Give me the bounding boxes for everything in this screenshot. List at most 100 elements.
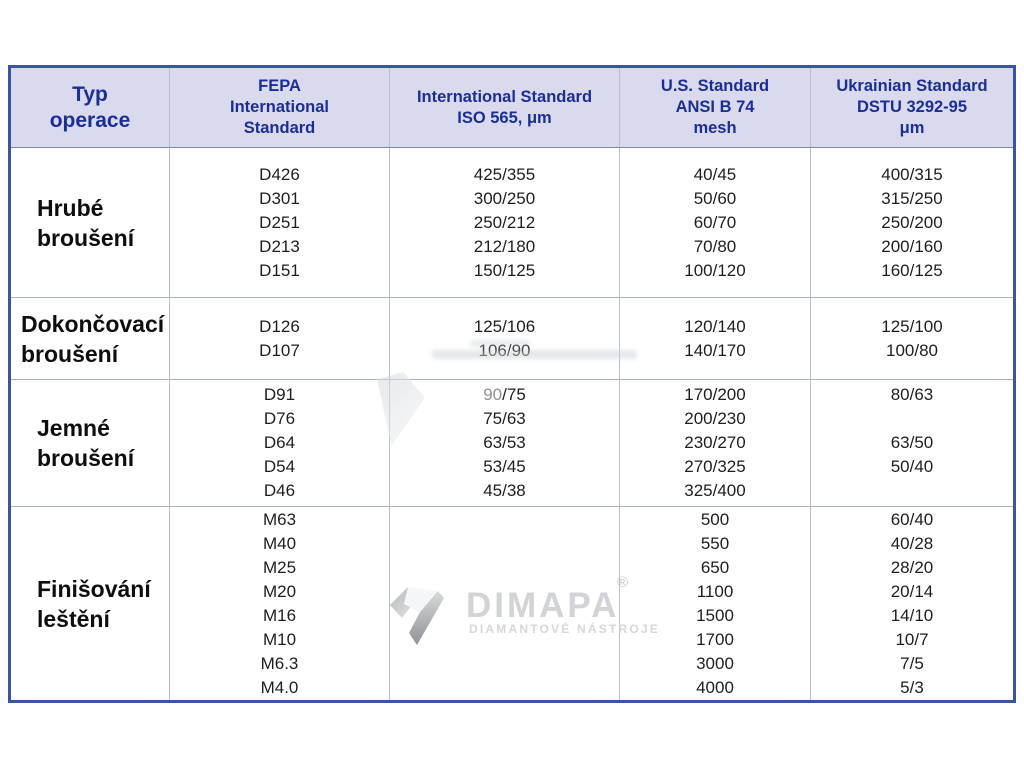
value-line: 40/28	[890, 533, 934, 553]
value-line: 3000	[696, 653, 734, 673]
cell-ansi: 40/45 50/60 60/70 70/80 100/120	[620, 148, 811, 298]
value-line: 250/212	[473, 212, 536, 232]
value-line: 315/250	[881, 188, 943, 208]
value-line: M20	[262, 581, 297, 601]
value-line	[910, 407, 915, 431]
value-line: 400/315	[881, 164, 943, 184]
row-operation-label: Finišování leštění	[11, 507, 170, 700]
value-line: 14/10	[890, 605, 934, 625]
value-line: 20/14	[890, 581, 934, 601]
operation-line: Jemné	[37, 415, 110, 441]
cell-fepa: D126 D107	[170, 298, 390, 380]
value-line: M63	[262, 509, 297, 529]
value-line: 75/63	[483, 409, 526, 428]
operation-line: broušení	[21, 340, 119, 367]
value-line: 50/40	[890, 457, 934, 476]
value-line: 106/90	[478, 340, 531, 360]
value-line: 125/100	[881, 316, 943, 336]
grit-standards-table: Typ operace FEPA International Standard Inter…	[8, 65, 1016, 703]
header-line: International	[229, 98, 329, 116]
value-line: 270/325	[684, 457, 746, 476]
value-line: D91	[263, 385, 296, 404]
cell-ansi: 500 550 650 1100 1500 1700 3000 4000	[620, 507, 811, 700]
header-line: FEPA	[258, 77, 301, 95]
value-line: 500	[700, 509, 730, 529]
value-line: 325/400	[684, 481, 746, 500]
value-line: 125/106	[473, 316, 536, 336]
value-line: 63/53	[483, 433, 526, 452]
value-line: 100/80	[886, 340, 938, 360]
value-line: 150/125	[473, 260, 536, 280]
value-line: 28/20	[890, 557, 934, 577]
value-line: D151	[259, 260, 300, 280]
cell-dstu: 80/63 63/50 50/40	[811, 380, 1013, 507]
value-line: 200/160	[881, 236, 943, 256]
cell-iso: 125/106 106/90	[390, 298, 620, 380]
value-line: M6.3	[260, 653, 299, 673]
value-line: 50/60	[693, 188, 737, 208]
value-line: D64	[263, 433, 296, 452]
value-line: 100/120	[684, 260, 746, 280]
row-operation-label: Hrubé broušení	[11, 148, 170, 298]
value-line: 1700	[696, 629, 734, 649]
value-line: D76	[263, 409, 296, 428]
cell-ansi: 120/140 140/170	[620, 298, 811, 380]
value-line: 4000	[696, 677, 734, 697]
operation-line: Dokončovací	[21, 310, 165, 337]
header-line: Typ	[72, 82, 108, 106]
value-line: 250/200	[881, 212, 943, 232]
header-line: Standard	[243, 119, 316, 137]
muted-text: 90	[483, 385, 503, 404]
value-line: 160/125	[881, 260, 943, 280]
value-line: 45/38	[483, 481, 526, 500]
value-line: 425/355	[473, 164, 536, 184]
header-line: Ukrainian Standard	[836, 77, 988, 95]
value-line: 550	[700, 533, 730, 553]
value-line: 212/180	[473, 236, 536, 256]
cell-iso	[390, 507, 620, 700]
value-line: M10	[262, 629, 297, 649]
operation-line: Finišování	[37, 575, 151, 602]
header-iso: International Standard ISO 565, μm	[390, 68, 620, 148]
value-line: 300/250	[473, 188, 536, 208]
value-line: D107	[259, 340, 300, 360]
header-line: International Standard	[416, 87, 593, 106]
header-line: DSTU 3292-95	[856, 98, 968, 116]
value-line: 80/63	[890, 385, 934, 404]
value-line: 140/170	[684, 340, 746, 360]
value-line: 60/70	[693, 212, 737, 232]
header-line: ISO 565, μm	[457, 108, 552, 127]
value-line: 650	[700, 557, 730, 577]
value-line: M25	[262, 557, 297, 577]
header-dstu: Ukrainian Standard DSTU 3292-95 μm	[811, 68, 1013, 148]
cell-ansi: 170/200 200/230 230/270 270/325 325/400	[620, 380, 811, 507]
value-line: 1100	[696, 581, 734, 601]
value-line: D301	[259, 188, 300, 208]
value-line: 70/80	[693, 236, 737, 256]
row-operation-label: Jemné broušení	[11, 380, 170, 507]
cell-dstu: 125/100 100/80	[811, 298, 1013, 380]
value-line: 90/75	[483, 385, 526, 404]
value-line: 63/50	[890, 433, 934, 452]
cell-fepa: M63 M40 M25 M20 M16 M10 M6.3 M4.0	[170, 507, 390, 700]
value-line: D126	[259, 316, 300, 336]
value-line: D251	[259, 212, 300, 232]
header-line: ANSI B 74	[675, 98, 755, 116]
value-line: 7/5	[900, 653, 924, 673]
value-line: 5/3	[900, 677, 924, 697]
value-line: 53/45	[483, 457, 526, 476]
header-fepa: FEPA International Standard	[170, 68, 390, 148]
value-line: 230/270	[684, 433, 746, 452]
value-line: 10/7	[895, 629, 929, 649]
cell-iso: 90/75 75/63 63/53 53/45 45/38	[390, 380, 620, 507]
cell-dstu: 400/315 315/250 250/200 200/160 160/125	[811, 148, 1013, 298]
row-operation-label: Dokončovací broušení	[11, 298, 170, 380]
header-line: mesh	[693, 119, 737, 137]
header-ansi: U.S. Standard ANSI B 74 mesh	[620, 68, 811, 148]
value-line: 1500	[696, 605, 734, 625]
value-line: D54	[263, 457, 296, 476]
header-line: U.S. Standard	[660, 77, 770, 95]
operation-line: leštění	[37, 605, 110, 632]
cell-dstu: 60/40 40/28 28/20 20/14 14/10 10/7 7/5 5/3	[811, 507, 1013, 700]
